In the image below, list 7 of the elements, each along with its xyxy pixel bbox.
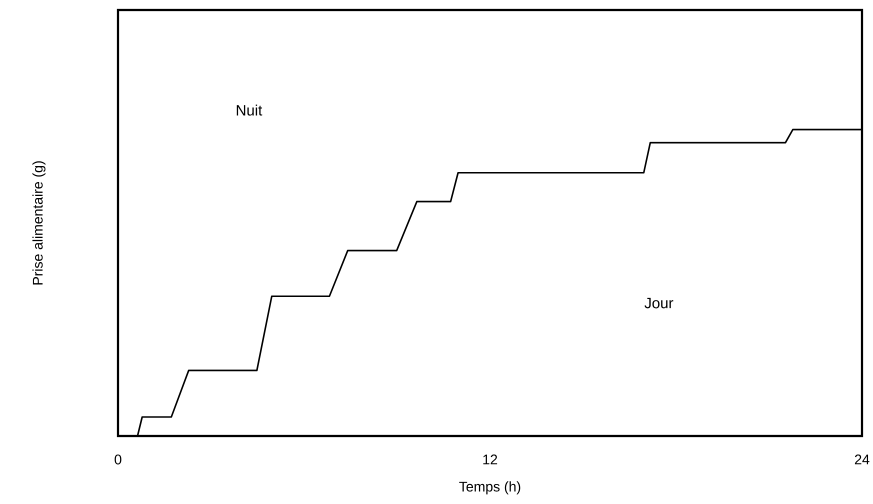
text: Nuit bbox=[236, 104, 262, 116]
x-tick-label: 12 bbox=[483, 454, 498, 464]
y-axis-title: Prise alimentaire (g) bbox=[32, 161, 46, 284]
x-tick-label: 0 bbox=[114, 454, 122, 464]
annotation: Jour bbox=[644, 298, 674, 308]
x-axis-title: Temps (h) bbox=[459, 481, 520, 494]
x-tick-label: 24 bbox=[854, 454, 870, 464]
